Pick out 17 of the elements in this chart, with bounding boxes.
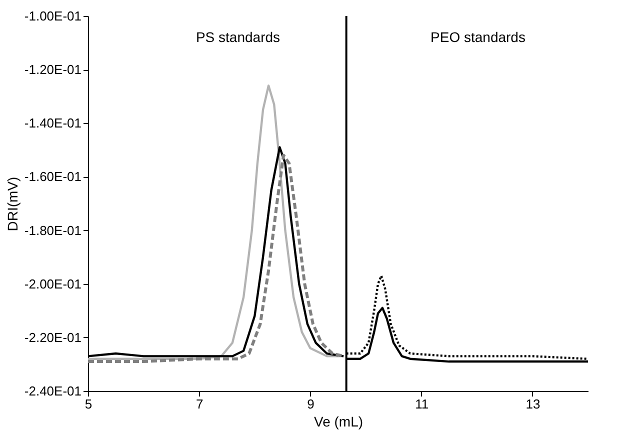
- y-tick-label: -1.20E-01: [24, 62, 82, 78]
- x-tick-label: 9: [307, 396, 314, 412]
- annotation: PS standards: [196, 29, 280, 45]
- y-tick-label: -2.00E-01: [24, 276, 82, 292]
- y-tick-label: -2.20E-01: [24, 330, 82, 345]
- y-tick-label: -1.60E-01: [24, 169, 82, 184]
- y-tick-label: -1.00E-01: [24, 8, 82, 24]
- x-axis-title: Ve (mL): [314, 414, 364, 430]
- y-tick-label: -1.80E-01: [24, 222, 82, 238]
- y-tick-label: -2.40E-01: [24, 384, 82, 398]
- annotation: PEO standards: [430, 29, 526, 45]
- x-tick-label: 5: [84, 396, 92, 412]
- y-tick-label: -1.40E-01: [24, 116, 82, 131]
- x-tick-label: 13: [526, 396, 540, 412]
- y-axis-title: DRI(mV): [4, 176, 20, 232]
- x-tick-label: 7: [196, 396, 204, 412]
- x-tick-label: 11: [415, 396, 429, 412]
